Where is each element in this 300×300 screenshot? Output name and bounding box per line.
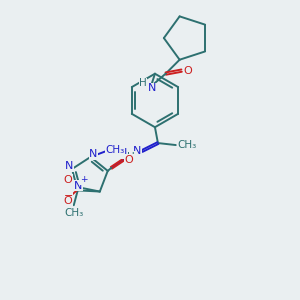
Text: H: H: [127, 152, 135, 162]
Text: O: O: [125, 155, 134, 165]
Text: N: N: [74, 181, 82, 190]
Text: O: O: [64, 175, 73, 185]
Text: +: +: [80, 175, 88, 184]
Text: N: N: [119, 148, 128, 158]
Text: CH₃: CH₃: [177, 140, 196, 150]
Text: CH₃: CH₃: [106, 145, 125, 155]
Text: N: N: [148, 83, 156, 93]
Text: O: O: [64, 196, 73, 206]
Text: −: −: [63, 190, 73, 200]
Text: N: N: [89, 149, 98, 159]
Text: N: N: [133, 146, 141, 156]
Text: N: N: [65, 161, 73, 171]
Text: O: O: [183, 66, 192, 76]
Text: CH₃: CH₃: [64, 208, 83, 218]
Text: H: H: [139, 79, 147, 88]
